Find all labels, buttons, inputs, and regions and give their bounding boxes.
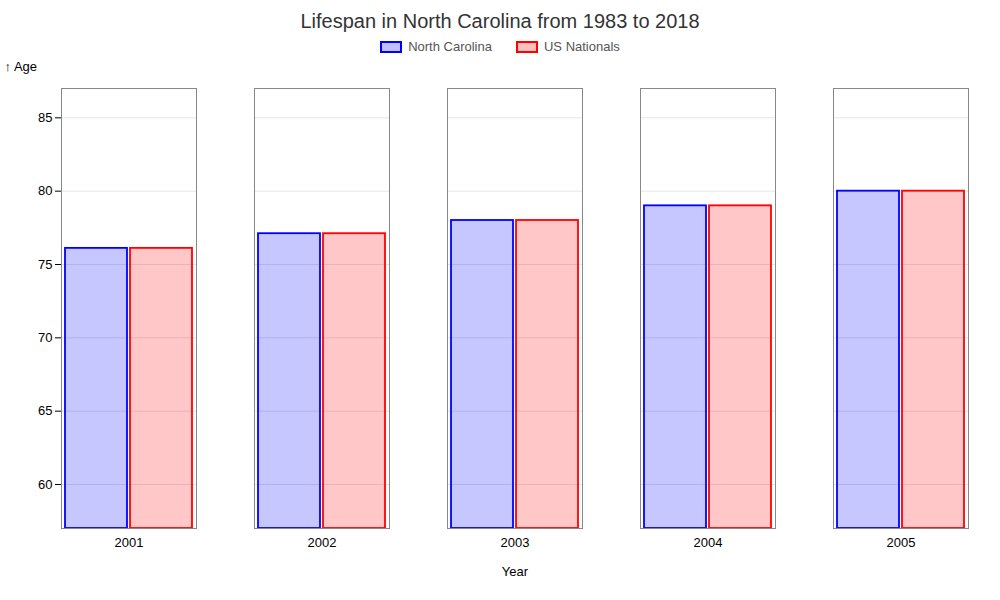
svg-text:2003: 2003 (501, 535, 530, 550)
svg-text:2004: 2004 (694, 535, 723, 550)
svg-text:75: 75 (38, 257, 52, 272)
svg-text:2001: 2001 (115, 535, 144, 550)
svg-text:80: 80 (38, 183, 52, 198)
svg-text:70: 70 (38, 330, 52, 345)
svg-text:Year: Year (502, 564, 529, 579)
html-text:Lifespan in North Carolina fro: Lifespan in North Carolina from 1983 to … (300, 10, 700, 32)
svg-text:2002: 2002 (308, 535, 337, 550)
html-text:North Carolina: North Carolina (408, 39, 492, 54)
svg-text:65: 65 (38, 403, 52, 418)
html-text:US Nationals: US Nationals (544, 39, 620, 54)
svg-text:2005: 2005 (887, 535, 916, 550)
svg-text:85: 85 (38, 110, 52, 125)
svg-text:↑ Age: ↑ Age (5, 59, 38, 74)
svg-text:60: 60 (38, 477, 52, 492)
